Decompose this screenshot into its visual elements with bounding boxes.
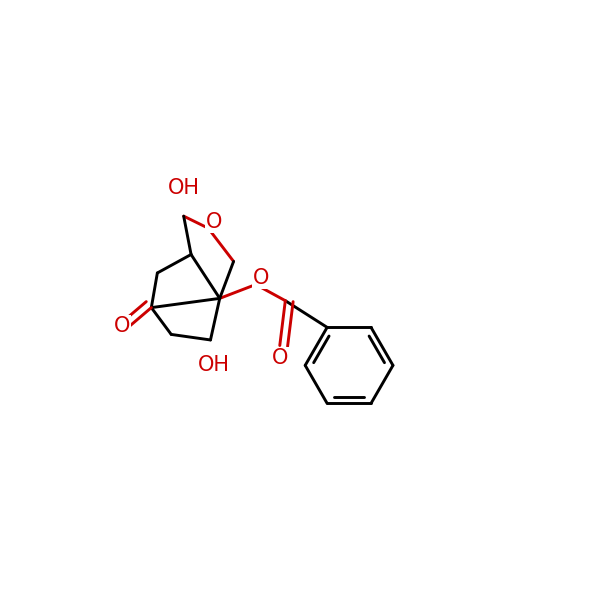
Text: O: O (206, 212, 223, 232)
Text: O: O (272, 349, 288, 368)
Text: OH: OH (167, 178, 200, 199)
Text: O: O (253, 268, 269, 287)
Text: OH: OH (198, 355, 230, 376)
Text: O: O (113, 316, 130, 336)
